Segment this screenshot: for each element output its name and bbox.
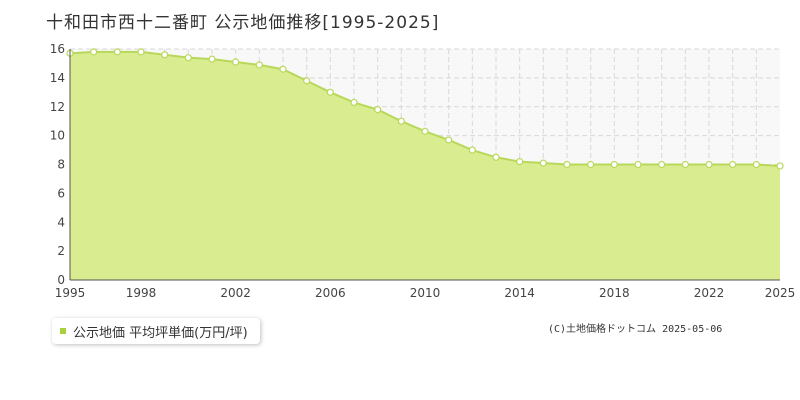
data-point xyxy=(752,160,760,169)
legend-label: 公示地価 平均坪単価(万円/坪) xyxy=(73,325,248,341)
series-area xyxy=(70,51,780,281)
data-point xyxy=(279,65,287,73)
axes xyxy=(69,49,780,281)
data-point xyxy=(658,160,666,169)
y-tick-label: 0 xyxy=(57,273,65,287)
y-tick-label: 2 xyxy=(57,244,65,258)
data-point xyxy=(421,127,429,135)
y-tick-label: 12 xyxy=(50,100,65,114)
data-point xyxy=(255,61,263,69)
x-tick-label: 2002 xyxy=(220,286,251,300)
x-tick-labels: 1995 1998 2002 2006 2010 2014 2018 2022 2025 xyxy=(55,286,796,300)
y-tick-labels: 0 2 4 6 8 10 12 14 16 xyxy=(50,42,65,287)
x-tick-label: 2006 xyxy=(315,286,346,300)
data-point xyxy=(208,55,216,63)
y-tick-label: 8 xyxy=(57,158,65,172)
data-point xyxy=(468,146,476,154)
data-point xyxy=(184,54,192,62)
data-point xyxy=(232,58,240,66)
data-point xyxy=(705,160,713,169)
data-point xyxy=(492,153,500,161)
data-point xyxy=(539,159,547,167)
chart: 0 2 4 6 8 10 12 14 16 1995 1998 2002 2006 2010 2014 20… xyxy=(50,42,796,300)
x-tick-label: 2025 xyxy=(765,286,796,300)
data-point xyxy=(610,160,618,169)
data-point xyxy=(634,160,642,169)
x-tick-label: 2010 xyxy=(410,286,441,300)
copyright: (C)土地価格ドットコム 2025-05-06 xyxy=(548,324,723,335)
data-point xyxy=(445,136,453,144)
data-point xyxy=(113,48,121,56)
data-point xyxy=(516,158,524,166)
data-point xyxy=(587,160,595,169)
data-point xyxy=(563,160,571,169)
x-tick-label: 2018 xyxy=(599,286,630,300)
data-point xyxy=(374,106,382,114)
y-tick-label: 14 xyxy=(50,71,65,85)
y-tick-label: 6 xyxy=(57,186,65,200)
series-markers xyxy=(66,48,784,170)
data-point xyxy=(137,48,145,56)
x-tick-label: 2022 xyxy=(694,286,725,300)
data-point xyxy=(161,51,169,59)
legend-swatch xyxy=(60,328,66,334)
data-point xyxy=(350,98,358,107)
y-tick-label: 4 xyxy=(57,215,65,229)
data-point xyxy=(681,160,689,169)
x-tick-label: 1998 xyxy=(126,286,157,300)
data-point xyxy=(729,160,737,169)
y-tick-label: 16 xyxy=(50,42,65,56)
data-point xyxy=(397,117,405,125)
data-point xyxy=(90,48,98,56)
data-point xyxy=(326,88,334,96)
x-tick-label: 1995 xyxy=(55,286,86,300)
x-tick-label: 2014 xyxy=(504,286,535,300)
y-tick-label: 10 xyxy=(50,129,65,143)
data-point xyxy=(776,162,784,170)
chart-title: 十和田市西十二番町 公示地価推移[1995-2025] xyxy=(46,13,440,33)
data-point xyxy=(303,77,311,85)
legend: 公示地価 平均坪単価(万円/坪) xyxy=(52,318,260,344)
